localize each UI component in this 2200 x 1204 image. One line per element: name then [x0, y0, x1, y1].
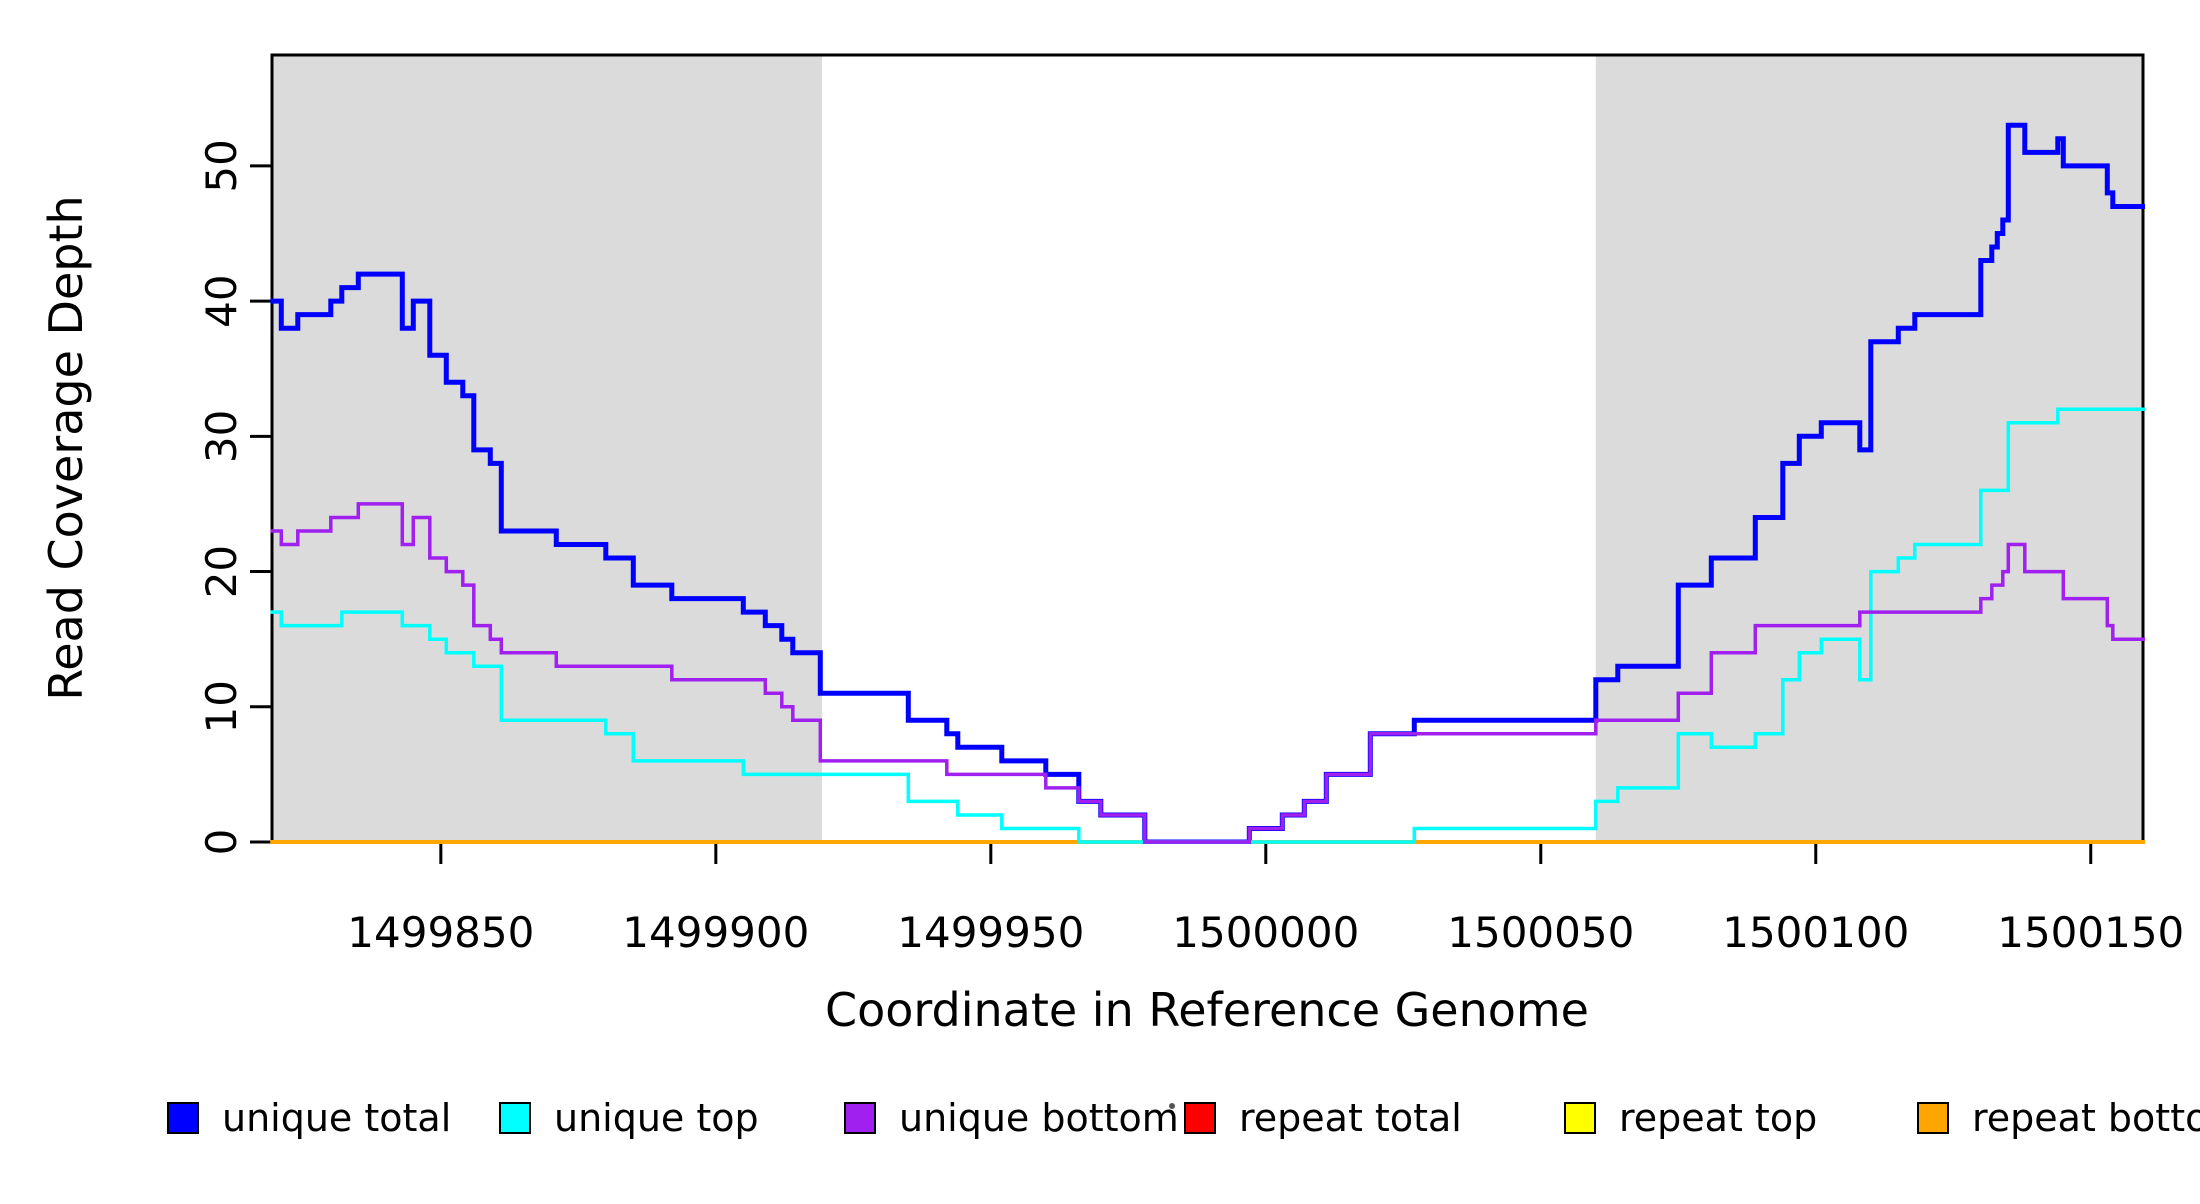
- legend-swatch-unique-total: [167, 1102, 199, 1134]
- x-tick-label: 1499950: [897, 908, 1084, 957]
- legend-label: unique total: [222, 1096, 451, 1140]
- legend-item-repeat-total: repeat total: [1184, 1096, 1462, 1140]
- legend-swatch-repeat-bottom: [1917, 1102, 1949, 1134]
- axes: 1499850 1499900 1499950 1500000 1500050 15001…: [39, 139, 2184, 1037]
- series-unique-bottom: [270, 502, 2145, 844]
- legend: unique total unique top unique bottom repea…: [167, 1096, 2200, 1140]
- y-tick-label: 20: [197, 545, 246, 598]
- shaded-region-1: [272, 55, 822, 842]
- legend-item-unique-bottom: unique bottom: [844, 1096, 1179, 1140]
- legend-label: repeat total: [1239, 1096, 1462, 1140]
- x-axis-title: Coordinate in Reference Genome: [825, 983, 1589, 1037]
- legend-item-unique-top: unique top: [499, 1096, 759, 1140]
- legend-swatch-repeat-top: [1564, 1102, 1596, 1134]
- series-group: [270, 122, 2145, 844]
- legend-label: unique top: [554, 1096, 759, 1140]
- y-tick-label: 10: [197, 680, 246, 733]
- x-tick-label: 1500050: [1447, 908, 1634, 957]
- legend-item-repeat-bottom: repeat bottom: [1917, 1096, 2200, 1140]
- legend-swatch-unique-bottom: [844, 1102, 876, 1134]
- y-tick-label: 30: [197, 410, 246, 463]
- legend-label: repeat top: [1619, 1096, 1817, 1140]
- legend-label: unique bottom: [899, 1096, 1179, 1140]
- legend-swatch-repeat-total: [1184, 1102, 1216, 1134]
- y-tick-label: 50: [197, 139, 246, 192]
- x-tick-label: 1500100: [1722, 908, 1909, 957]
- x-tick-label: 1500000: [1172, 908, 1359, 957]
- stray-mark: [1169, 1103, 1175, 1109]
- y-tick-label: 0: [197, 829, 246, 856]
- legend-item-unique-total: unique total: [167, 1096, 451, 1140]
- x-tick-label: 1499900: [622, 908, 809, 957]
- legend-item-repeat-top: repeat top: [1564, 1096, 1817, 1140]
- x-tick-label: 1500150: [1997, 908, 2184, 957]
- legend-label: repeat bottom: [1972, 1096, 2200, 1140]
- y-tick-label: 40: [197, 274, 246, 327]
- x-tick-label: 1499850: [347, 908, 534, 957]
- y-axis-title: Read Coverage Depth: [39, 195, 93, 700]
- legend-swatch-unique-top: [499, 1102, 531, 1134]
- series-unique-top: [270, 407, 2145, 844]
